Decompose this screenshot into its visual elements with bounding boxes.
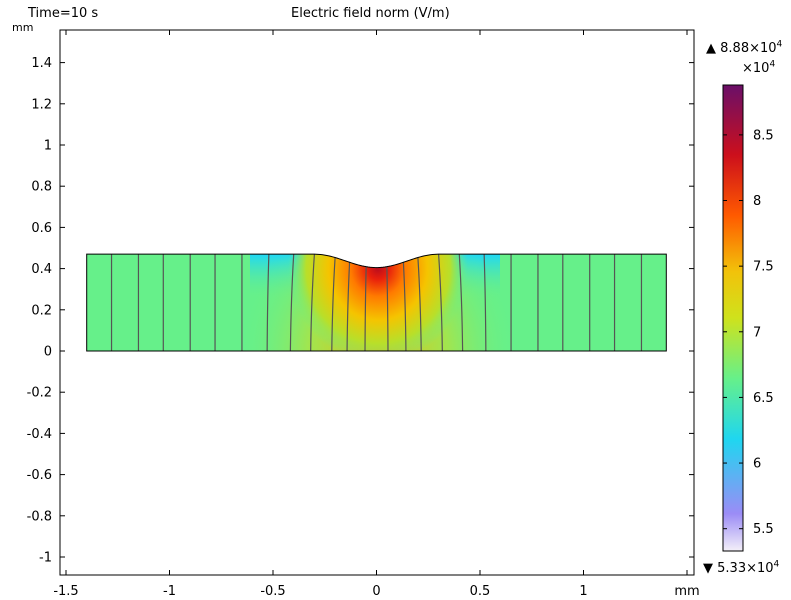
y-tick-label: 0.6 — [31, 221, 52, 236]
streamline — [483, 254, 487, 351]
streamline — [310, 254, 315, 351]
colorbar-tick-label: 8 — [753, 194, 761, 209]
colorbar-tick-label: 8.5 — [753, 128, 774, 143]
streamline — [289, 254, 295, 351]
streamline — [438, 254, 443, 351]
x-tick-label: 1 — [579, 584, 587, 599]
colorbar-min-value: 5.33×104 — [717, 559, 780, 576]
field-domain — [86, 254, 667, 351]
y-tick-label: 0.2 — [31, 303, 52, 318]
field-hot-core — [86, 254, 667, 351]
plot-title: Electric field norm (V/m) — [291, 6, 450, 21]
colorbar-tick-label: 6 — [753, 457, 761, 472]
y-tick-label: 0.4 — [31, 262, 52, 277]
down-triangle-icon: ▼ — [703, 561, 713, 576]
x-tick-label: 0.5 — [470, 584, 491, 599]
streamline — [458, 254, 464, 351]
colorbar-multiplier: ×104 — [742, 59, 776, 76]
y-tick-label: 1.2 — [31, 97, 52, 112]
y-tick-label: 1 — [44, 139, 52, 154]
colorbar-max-value: 8.88×104 — [720, 39, 783, 56]
colorbar-tick-label: 5.5 — [753, 522, 774, 537]
streamline — [346, 262, 351, 351]
up-triangle-icon: ▲ — [706, 41, 716, 56]
y-tick-label: -0.8 — [27, 509, 52, 524]
colorbar-tick-label: 7.5 — [753, 260, 774, 275]
colorbar-tick-label: 6.5 — [753, 391, 774, 406]
streamline — [386, 266, 389, 351]
y-tick-label: -0.4 — [27, 427, 52, 442]
y-tick-label: -0.2 — [27, 386, 52, 401]
streamline — [331, 257, 336, 351]
y-tick-label: -0.6 — [27, 468, 52, 483]
domain-outline — [86, 253, 667, 352]
y-tick-label: -1 — [39, 551, 52, 566]
y-tick-label: 1.4 — [31, 56, 52, 71]
time-label: Time=10 s — [28, 6, 99, 21]
colorbar-min-label: ▼ 5.33×104 — [703, 559, 780, 576]
axis-ticks: -1.5 -1 -0.5 0 0.5 1 mm -1 -0.8 -0.6 -0.4 -0.2 0 0.2 0… — [27, 30, 700, 599]
x-tick-label: 0 — [372, 584, 380, 599]
streamline — [402, 262, 407, 351]
x-tick-label: -1 — [163, 584, 176, 599]
streamline — [364, 266, 367, 351]
x-tick-label: -0.5 — [260, 584, 285, 599]
colorbar-ticks: 8.5 8 7.5 7 6.5 6 5.5 — [723, 128, 774, 537]
y-tick-label: 0.8 — [31, 180, 52, 195]
x-tick-label: mm — [674, 584, 699, 599]
colorbar — [722, 84, 744, 552]
y-tick-label: 0 — [44, 345, 52, 360]
colorbar-tick-label: 7 — [753, 325, 761, 340]
streamline — [266, 254, 270, 351]
x-tick-label: -1.5 — [53, 584, 78, 599]
colorbar-max-label: ▲ 8.88×104 — [706, 39, 783, 56]
streamline — [417, 257, 422, 351]
field-streamlines — [110, 254, 643, 351]
y-axis-unit: mm — [12, 21, 34, 34]
